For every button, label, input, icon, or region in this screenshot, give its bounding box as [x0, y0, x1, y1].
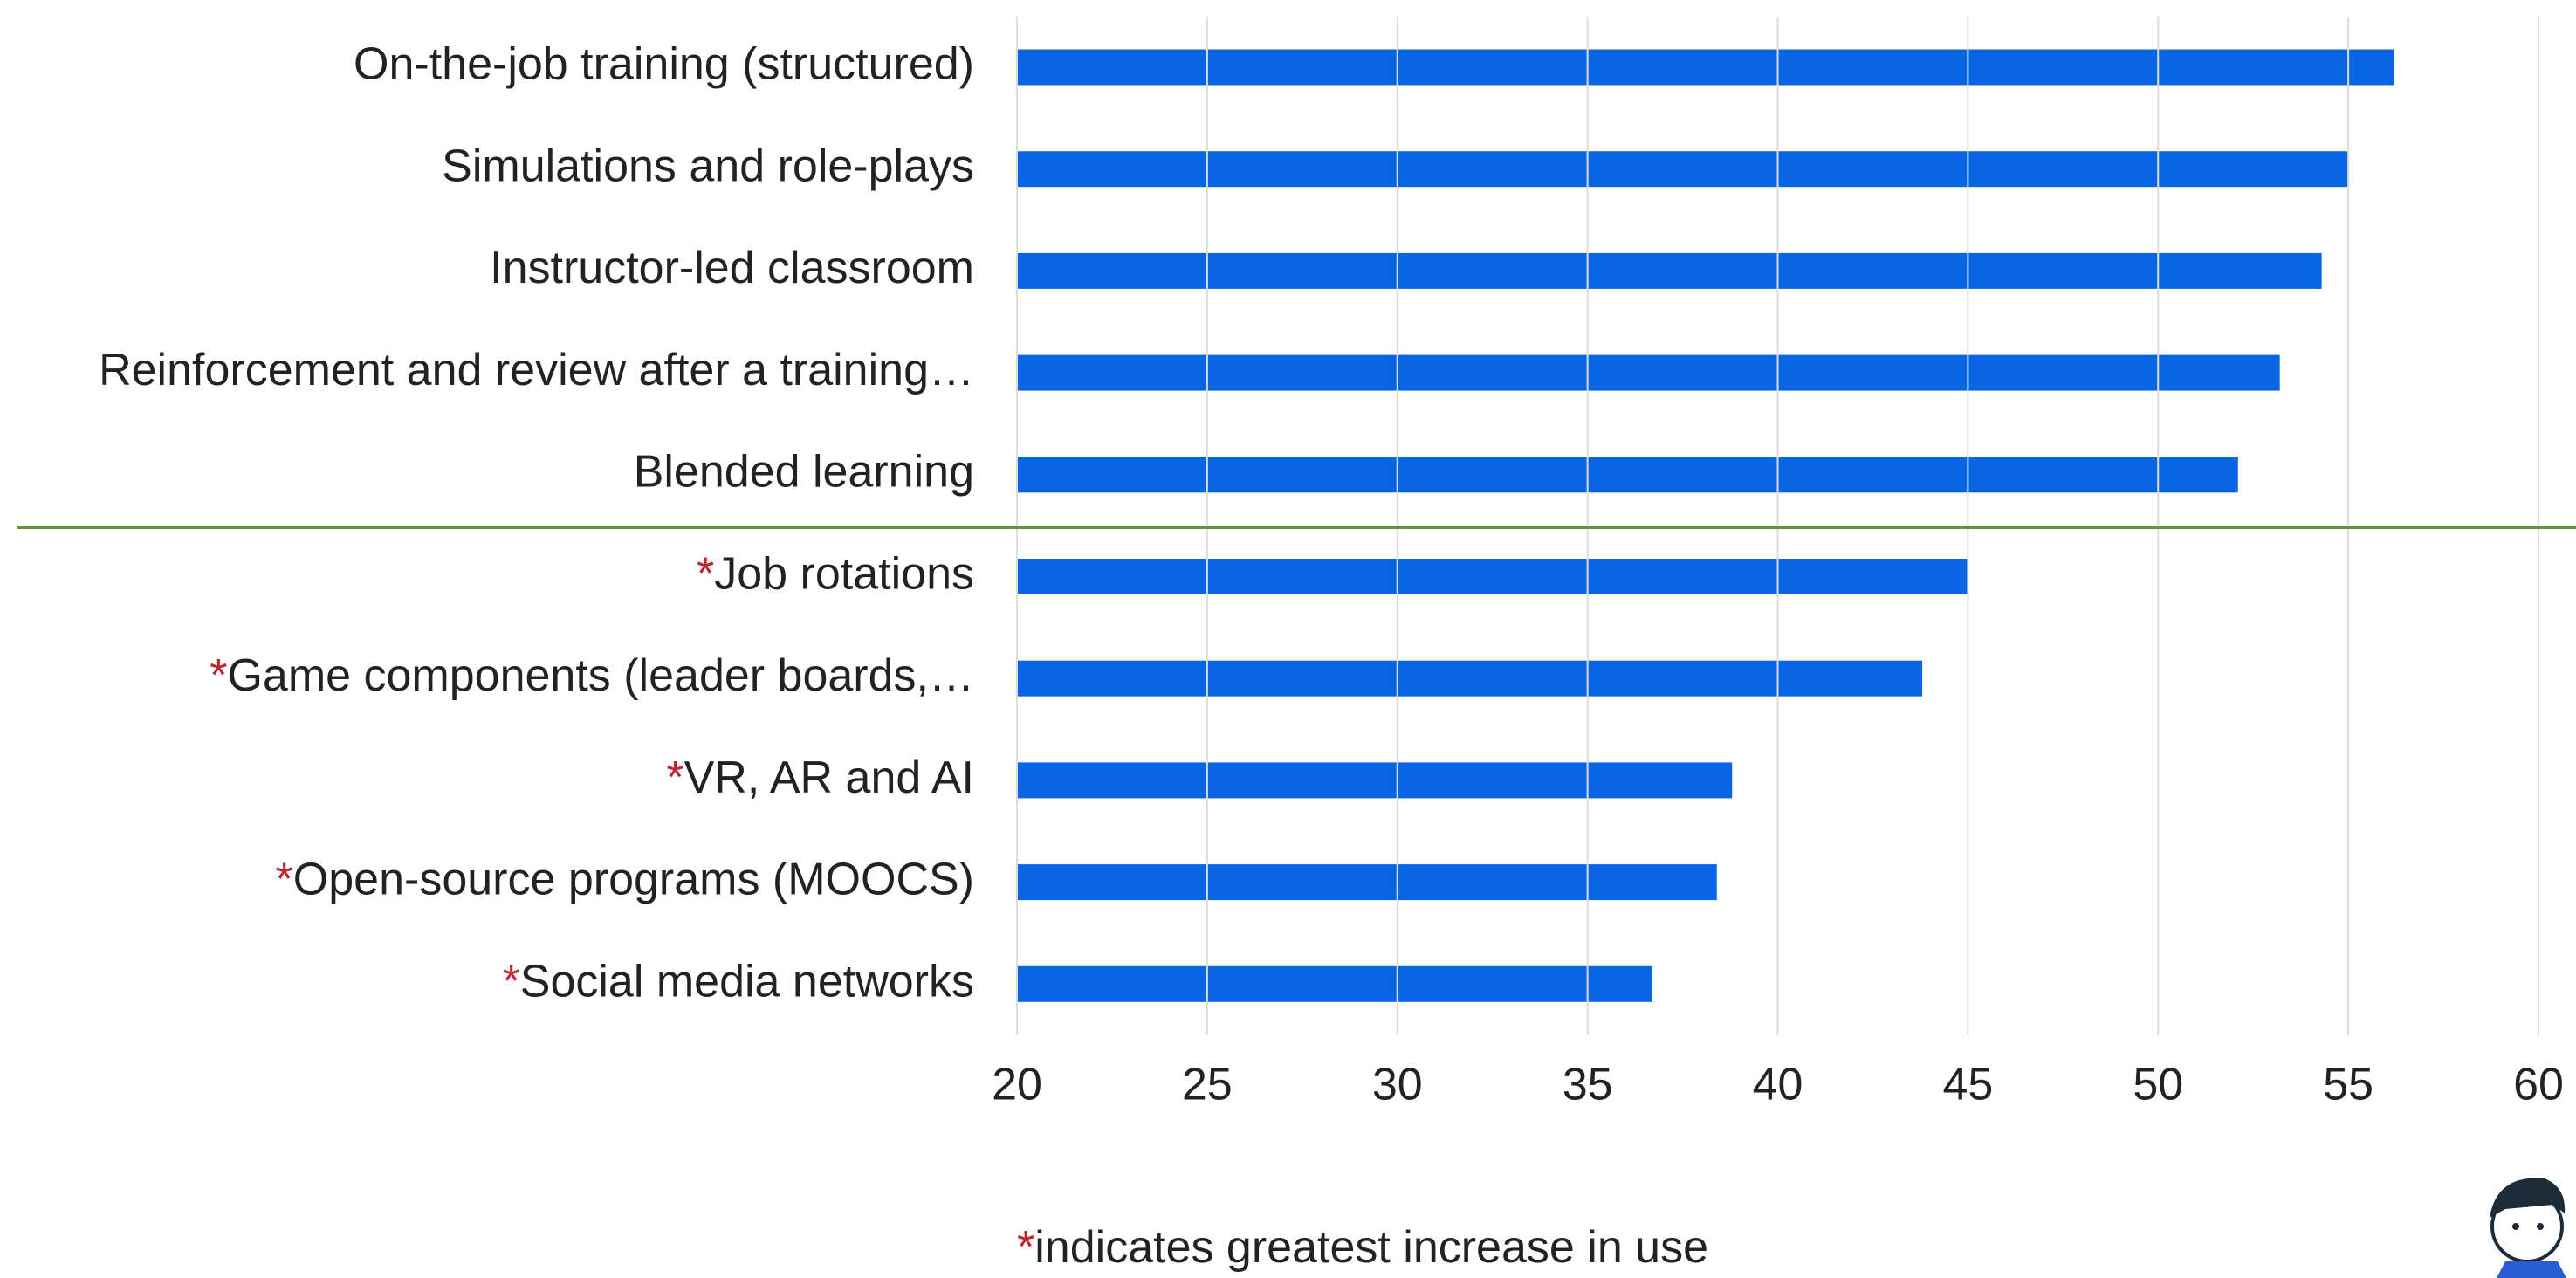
y-tick-label: Simulations and role-plays — [442, 141, 974, 191]
x-tick-label: 25 — [1182, 1060, 1233, 1110]
bar — [1017, 49, 2394, 86]
x-tick-label: 50 — [2133, 1060, 2183, 1110]
y-tick-label: *Job rotations — [697, 548, 974, 599]
x-tick-label: 35 — [1563, 1060, 1613, 1110]
bar — [1017, 151, 2349, 188]
bar — [1017, 252, 2322, 289]
x-tick-label: 30 — [1372, 1060, 1423, 1110]
x-tick-label: 55 — [2323, 1060, 2373, 1110]
y-tick-label: Blended learning — [634, 447, 974, 498]
x-tick-label: 20 — [992, 1060, 1042, 1110]
y-tick-label: *Social media networks — [503, 956, 974, 1007]
bar — [1017, 559, 1968, 594]
y-tick-label: Reinforcement and review after a trainin… — [99, 345, 974, 395]
bar — [1017, 864, 1717, 901]
y-tick-label: *Open-source programs (MOOCS) — [276, 854, 974, 904]
y-tick-label: On-the-job training (structured) — [354, 39, 974, 90]
bar — [1017, 660, 1923, 697]
bar — [1017, 354, 2280, 391]
mascot-icon — [2490, 1178, 2566, 1278]
bar — [1017, 762, 1733, 799]
bar — [1017, 457, 2238, 493]
y-tick-label: *Game components (leader boards,… — [210, 650, 974, 701]
x-tick-label: 60 — [2513, 1060, 2564, 1110]
x-tick-label: 40 — [1753, 1060, 1803, 1110]
y-tick-label: Instructor-led classroom — [490, 243, 974, 293]
y-tick-label: *VR, AR and AI — [666, 752, 974, 803]
footnote: *indicates greatest increase in use — [1017, 1222, 1708, 1273]
bar — [1017, 965, 1652, 1002]
x-tick-label: 45 — [1942, 1060, 1993, 1110]
